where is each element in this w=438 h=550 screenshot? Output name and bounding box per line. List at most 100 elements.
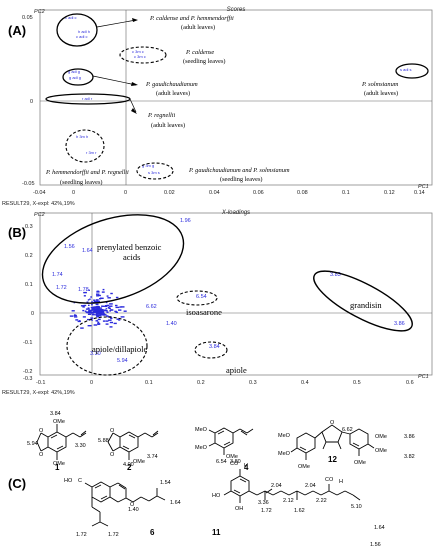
shift-label: 6.62 — [342, 427, 353, 433]
loading-point — [93, 324, 98, 326]
compound-number: 1 — [55, 463, 60, 472]
loading-point — [88, 311, 91, 313]
loading-point — [108, 307, 111, 309]
annotation-gaud-solm: P. gaudichaudianum and P. solmsianum — [188, 167, 290, 174]
loading-point — [120, 316, 125, 318]
shift-label: 4.00 — [123, 462, 134, 468]
group-text: HO — [64, 478, 73, 484]
shift-label: 3.36 — [258, 500, 269, 506]
score-point: c adl c — [76, 34, 88, 39]
compound-number: 12 — [328, 455, 337, 464]
loading-point — [103, 309, 106, 311]
y-tick-a-2: -0.05 — [22, 181, 35, 187]
loading-point — [80, 305, 85, 307]
loading-point — [123, 310, 127, 312]
loading-point — [115, 306, 120, 309]
loading-point — [97, 318, 101, 321]
loading-point — [87, 299, 90, 301]
panel-a-frame — [39, 9, 433, 186]
group-text: CO — [325, 477, 334, 483]
loading-point — [95, 306, 97, 308]
loading-point — [69, 315, 74, 317]
loading-point — [110, 292, 113, 295]
structure-2 — [107, 430, 159, 460]
loading-point — [105, 320, 109, 322]
cluster-ellipse — [395, 63, 429, 79]
panel-a-y-label: PC2 — [34, 9, 45, 15]
score-point: c 3m c — [132, 49, 144, 54]
loading-label: 1.64 — [82, 248, 93, 254]
annotation-calde-seed: P. caldense — [185, 49, 214, 56]
group-text: OMe — [226, 454, 238, 460]
group-text: OMe — [354, 460, 366, 466]
loading-point — [96, 291, 100, 293]
loading-point — [102, 320, 106, 322]
shift-label: 1.40 — [128, 507, 139, 513]
loading-point — [96, 316, 100, 318]
shift-label: 1.62 — [294, 508, 305, 514]
x-tick-b-7: 0.6 — [406, 380, 414, 386]
x-tick-b-3: 0.2 — [197, 380, 205, 386]
annotation-solm-adult-sub: (adult leaves) — [364, 90, 398, 97]
loading-point — [96, 308, 99, 310]
loading-point — [97, 306, 100, 308]
shift-label: 3.74 — [147, 454, 158, 460]
group-ellipse-grandisin — [313, 270, 413, 332]
loading-point — [94, 307, 97, 309]
loading-point — [101, 310, 105, 312]
loading-point — [84, 310, 87, 312]
loading-point — [104, 305, 107, 308]
score-point: s 3m s — [148, 170, 160, 175]
loading-point — [97, 323, 101, 325]
loading-point — [107, 307, 110, 309]
y-tick-b-6: -0.3 — [23, 376, 32, 382]
loading-point — [87, 325, 92, 327]
loading-point — [109, 326, 113, 328]
loading-point — [113, 322, 117, 325]
panel-b-label: (B) — [8, 225, 26, 240]
loading-point — [99, 310, 102, 313]
shift-label: 2.22 — [316, 498, 327, 504]
group-label-apiole: apiole — [226, 365, 247, 375]
x-tick-b-2: 0.1 — [145, 380, 153, 386]
x-tick-a-2: 0.04 — [209, 190, 220, 196]
loading-point — [115, 296, 119, 299]
x-tick-b-6: 0.5 — [353, 380, 361, 386]
structure-11 — [223, 469, 361, 503]
loading-label: 6.62 — [146, 304, 157, 310]
score-point: s adl s — [400, 67, 412, 72]
group-text: O — [110, 452, 115, 458]
shift-label: 5.88 — [98, 438, 109, 444]
compound-number: 6 — [150, 528, 155, 537]
cluster-ellipse — [119, 46, 167, 64]
loading-point — [88, 289, 90, 291]
loading-point — [95, 320, 99, 322]
y-tick-a-0: 0.05 — [22, 15, 33, 21]
loading-point — [110, 309, 113, 311]
score-point: c adl c — [65, 15, 77, 20]
shift-label: 1.64 — [374, 525, 385, 531]
loading-point — [110, 317, 113, 320]
panel-a-footer: RESULT29, X-expl: 42%,19% — [2, 201, 75, 207]
cluster-ellipse — [56, 13, 98, 47]
group-text: CO — [230, 461, 239, 467]
loading-point — [106, 315, 109, 317]
loading-point — [105, 305, 108, 307]
shift-label: 3.80 — [230, 459, 241, 465]
loading-point — [96, 305, 99, 308]
loading-point — [96, 295, 99, 297]
loading-label: 1.96 — [180, 218, 191, 224]
loading-point — [93, 306, 97, 308]
loading-point — [99, 313, 104, 315]
panel-b: X-loadings PC2 (B) 0.3 0.2 0.1 0 -0.1 -0… — [2, 210, 433, 396]
group-text: MeO — [278, 451, 291, 457]
shift-label: 2.04 — [271, 483, 282, 489]
loading-point — [92, 308, 96, 311]
shift-label: 1.72 — [76, 532, 87, 538]
group-text: OMe — [133, 459, 145, 465]
loading-point — [82, 306, 85, 308]
loading-point — [88, 304, 90, 306]
group-label-grandisin: grandisin — [350, 300, 382, 310]
loading-point — [102, 312, 105, 314]
panel-c-text: (C) 1 3.84 5.94 3.30 OMe OMe O O 2 5.88 … — [8, 411, 415, 548]
